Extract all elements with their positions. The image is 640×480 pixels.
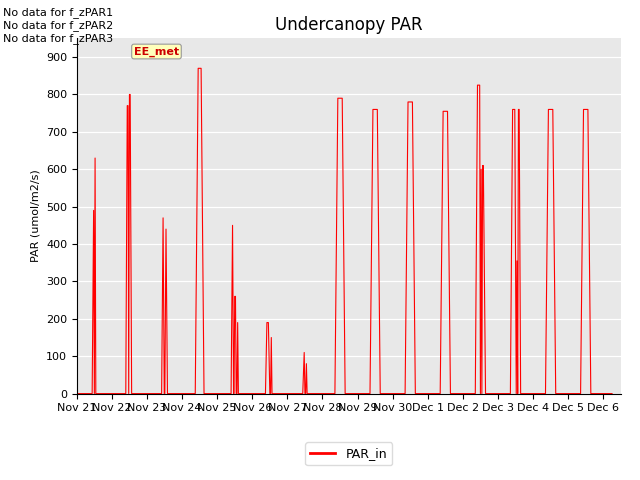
- Text: EE_met: EE_met: [134, 47, 179, 57]
- Legend: PAR_in: PAR_in: [305, 443, 392, 466]
- Y-axis label: PAR (umol/m2/s): PAR (umol/m2/s): [30, 169, 40, 263]
- Text: No data for f_zPAR1: No data for f_zPAR1: [3, 7, 113, 18]
- Text: No data for f_zPAR2: No data for f_zPAR2: [3, 20, 113, 31]
- Title: Undercanopy PAR: Undercanopy PAR: [275, 16, 422, 34]
- Text: No data for f_zPAR3: No data for f_zPAR3: [3, 33, 113, 44]
